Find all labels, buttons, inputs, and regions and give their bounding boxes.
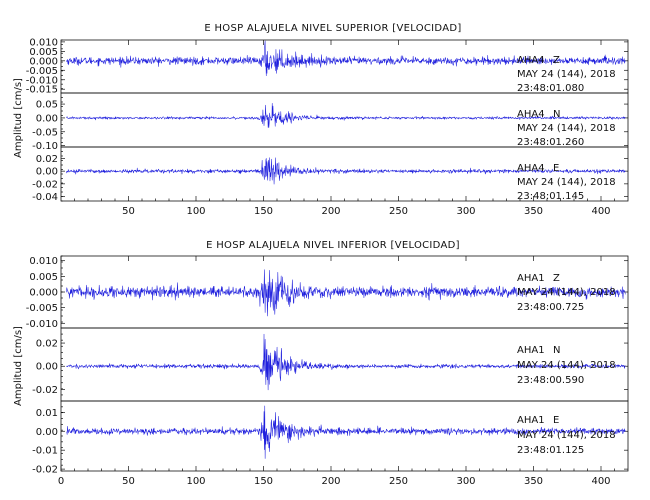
date-label: MAY 24 (144), 2018	[517, 360, 616, 371]
y-tick-label: -0.010	[26, 319, 58, 330]
y-tick-label: 0.010	[29, 37, 58, 48]
component-label: N	[553, 109, 560, 120]
y-tick-label: 0.005	[29, 272, 58, 283]
station-label: AHA1	[517, 345, 545, 356]
y-tick-label: -0.005	[26, 66, 58, 77]
time-label: 23:48:01.080	[517, 83, 584, 94]
x-tick-label: 250	[389, 476, 408, 487]
x-tick-label: 250	[389, 206, 408, 217]
y-tick-label: 0.02	[36, 339, 58, 350]
station-label: AHA1	[517, 273, 545, 284]
date-label: MAY 24 (144), 2018	[517, 287, 616, 298]
y-tick-label: 0.00	[36, 167, 58, 178]
y-tick-label: -0.010	[26, 75, 58, 86]
x-tick-label: 400	[591, 206, 610, 217]
y-tick-label: 0.000	[29, 56, 58, 67]
x-axis-inferior: 0 50 100 150 200 250 300 350 400	[58, 256, 615, 487]
y-axis-ticks: 0.01 0.00 -0.01 -0.02	[32, 406, 628, 476]
y-axis-label-inferior: Amplitud [cm/s]	[13, 326, 24, 406]
component-label: E	[553, 163, 559, 174]
y-tick-label: -0.02	[32, 179, 58, 190]
y-tick-label: -0.10	[32, 141, 58, 152]
y-tick-label: 0.005	[29, 47, 58, 58]
waveform-trace	[66, 405, 626, 459]
y-tick-label: -0.015	[26, 85, 58, 96]
panel-aha4-n: 0.05 0.00 -0.05 -0.10 AHA4 N MAY 24 (144), …	[32, 92, 629, 152]
station-label: AHA1	[517, 415, 545, 426]
y-tick-label: -0.02	[32, 465, 58, 476]
x-tick-label: 200	[321, 476, 340, 487]
x-tick-label: 350	[524, 476, 543, 487]
waveform-trace	[66, 333, 626, 391]
y-tick-label: 0.00	[36, 113, 58, 124]
waveform-trace	[66, 102, 626, 128]
x-tick-label: 200	[321, 206, 340, 217]
y-tick-label: 0.000	[29, 288, 58, 299]
waveform-trace	[66, 269, 626, 317]
chart-title-inferior: E HOSP ALAJUELA NIVEL INFERIOR [VELOCIDA…	[206, 240, 460, 251]
date-label: MAY 24 (144), 2018	[517, 69, 616, 80]
y-axis-ticks: 0.02 0.00-0.02 -0.04	[32, 146, 628, 203]
y-tick-label: -0.005	[26, 303, 58, 314]
y-axis-label-superior: Amplitud [cm/s]	[13, 78, 24, 158]
chart-superior: E HOSP ALAJUELA NIVEL SUPERIOR [VELOCIDA…	[13, 23, 629, 217]
component-label: N	[553, 345, 560, 356]
panel-aha1-e: 0.01 0.00 -0.01 -0.02 AHA1 E MAY 24 (144), …	[32, 400, 629, 476]
component-label: E	[553, 415, 559, 426]
y-tick-label: -0.02	[32, 385, 58, 396]
time-label: 23:48:01.125	[517, 445, 584, 456]
time-label: 23:48:00.725	[517, 302, 584, 313]
y-tick-label: 0.02	[36, 154, 58, 165]
y-tick-label: 0.05	[36, 100, 58, 111]
x-tick-label: 400	[591, 476, 610, 487]
y-tick-label: 0.00	[36, 362, 58, 373]
panel-aha1-n: 0.020.00-0.02 AHA1 N MAY 24 (144), 2018 …	[32, 327, 629, 402]
station-label: AHA4	[517, 109, 545, 120]
time-label: 23:48:01.145	[517, 191, 584, 202]
date-label: MAY 24 (144), 2018	[517, 177, 616, 188]
y-tick-label: -0.01	[32, 446, 58, 457]
x-tick-label: 350	[524, 206, 543, 217]
chart-inferior: E HOSP ALAJUELA NIVEL INFERIOR [VELOCIDA…	[13, 240, 629, 487]
station-label: AHA4	[517, 55, 545, 66]
component-label: Z	[553, 273, 560, 284]
chart-title-superior: E HOSP ALAJUELA NIVEL SUPERIOR [VELOCIDA…	[204, 23, 461, 34]
panel-aha4-e: 0.02 0.00-0.02 -0.04 AHA4 E MAY 24 (144), …	[32, 146, 629, 203]
date-label: MAY 24 (144), 2018	[517, 123, 616, 134]
y-tick-label: -0.04	[32, 192, 58, 203]
date-label: MAY 24 (144), 2018	[517, 430, 616, 441]
x-tick-label: 300	[456, 476, 475, 487]
y-axis-ticks: 0.010 0.005 0.000 -0.005 -0.010	[26, 255, 628, 330]
x-tick-label: 50	[122, 476, 135, 487]
panel-aha1-z: 0.010 0.005 0.000 -0.005 -0.010 AHA1 Z MAY 2…	[26, 255, 629, 330]
station-label: AHA4	[517, 163, 545, 174]
component-label: Z	[553, 55, 560, 66]
y-axis-ticks: 0.05 0.00 -0.05 -0.10	[32, 97, 628, 152]
x-tick-label: 150	[254, 476, 273, 487]
waveform-trace	[66, 157, 626, 185]
x-tick-label: 150	[254, 206, 273, 217]
y-tick-label: 0.010	[29, 256, 58, 267]
x-axis-superior: 50 100 150 200 250 300 350 400	[74, 40, 615, 217]
x-tick-label: 50	[122, 206, 135, 217]
waveform-trace	[66, 40, 626, 76]
time-label: 23:48:00.590	[517, 375, 584, 386]
y-tick-label: 0.00	[36, 427, 58, 438]
x-tick-label: 0	[58, 476, 64, 487]
x-tick-label: 100	[186, 476, 205, 487]
time-label: 23:48:01.260	[517, 137, 584, 148]
x-tick-label: 300	[456, 206, 475, 217]
y-tick-label: -0.05	[32, 127, 58, 138]
y-tick-label: 0.01	[36, 408, 58, 419]
x-tick-label: 100	[186, 206, 205, 217]
